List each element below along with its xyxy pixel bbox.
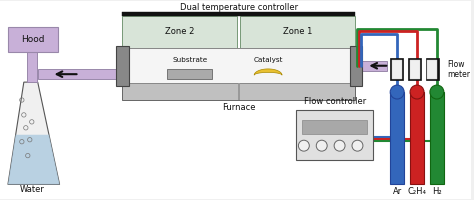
Circle shape <box>352 140 363 151</box>
Bar <box>426 58 439 80</box>
Bar <box>122 16 237 48</box>
Text: C₂H₄: C₂H₄ <box>408 187 427 196</box>
Bar <box>296 110 374 160</box>
Text: Zone 1: Zone 1 <box>283 27 312 36</box>
Circle shape <box>430 85 444 99</box>
Bar <box>390 92 404 184</box>
Bar <box>392 60 401 79</box>
Bar <box>428 60 438 79</box>
Circle shape <box>410 85 424 99</box>
Circle shape <box>316 140 327 151</box>
Bar <box>122 12 356 16</box>
Text: Furnace: Furnace <box>222 103 255 112</box>
Bar <box>240 16 356 48</box>
Circle shape <box>334 140 345 151</box>
Text: Zone 2: Zone 2 <box>165 27 194 36</box>
Bar <box>410 60 419 79</box>
Bar <box>349 46 363 86</box>
Bar <box>302 120 367 134</box>
Bar <box>122 48 356 83</box>
Polygon shape <box>8 135 60 184</box>
Polygon shape <box>8 82 60 184</box>
Bar <box>122 83 356 100</box>
Text: Substrate: Substrate <box>172 57 207 63</box>
Text: Flow
meter: Flow meter <box>447 60 470 79</box>
Text: Water: Water <box>20 185 45 194</box>
Text: H₂: H₂ <box>432 187 442 196</box>
Bar <box>410 92 424 184</box>
Bar <box>167 69 212 79</box>
Bar <box>362 61 387 71</box>
Bar <box>390 58 403 80</box>
Bar <box>238 83 240 100</box>
Text: Flow controller: Flow controller <box>303 97 366 106</box>
Circle shape <box>390 85 404 99</box>
Bar <box>116 46 129 86</box>
Bar <box>408 58 421 80</box>
Text: Catalyst: Catalyst <box>253 57 283 63</box>
Bar <box>38 69 122 79</box>
Bar <box>8 27 58 52</box>
Text: Hood: Hood <box>21 35 45 44</box>
Text: Dual temperature controller: Dual temperature controller <box>180 3 298 12</box>
Text: Ar: Ar <box>392 187 402 196</box>
Circle shape <box>299 140 310 151</box>
Bar <box>430 92 444 184</box>
Bar <box>27 52 37 82</box>
Polygon shape <box>254 69 282 75</box>
